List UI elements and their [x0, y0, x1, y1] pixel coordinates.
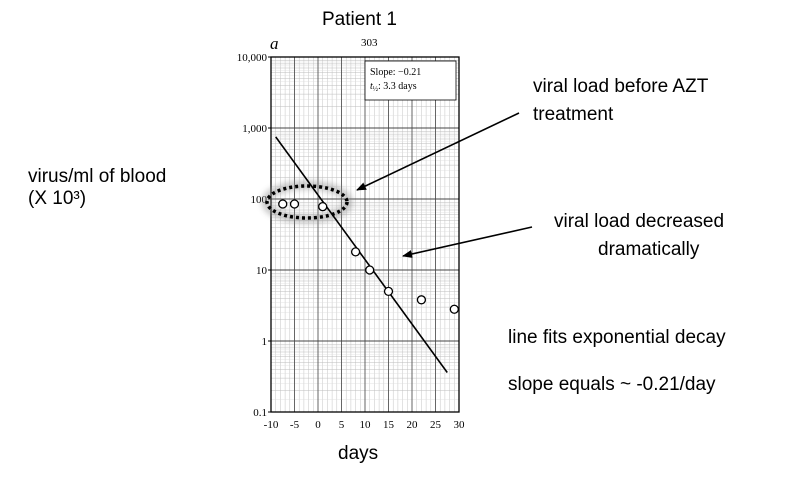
x-tick-label: 5: [339, 419, 345, 431]
x-axis-label: days: [338, 443, 379, 464]
data-point: [365, 265, 375, 275]
x-tick-labels: -10 -5 0 5 10 15 20 25 30: [264, 419, 465, 431]
data-points: [278, 199, 459, 314]
y-tick-label: 1,000: [242, 123, 267, 135]
annotation-decrease-line-2: dramatically: [598, 239, 700, 260]
x-tick-label: 20: [407, 419, 419, 431]
slope-box: Slope: −0.21 t½: 3.3 days: [364, 60, 457, 101]
arrow-decrease: [402, 226, 533, 258]
x-tick-label: -10: [264, 419, 279, 431]
x-tick-label: 25: [430, 419, 442, 431]
data-point: [350, 247, 361, 257]
y-axis-label-line-1: virus/ml of blood: [28, 166, 167, 187]
y-tick-label: 1: [262, 336, 268, 348]
y-tick-label: 10: [256, 265, 268, 277]
highlight-ellipse: [265, 184, 349, 220]
annotation-exponential-fit: line fits exponential decay: [508, 327, 726, 348]
panel-number: 303: [361, 37, 378, 49]
data-point: [318, 202, 328, 212]
data-point: [416, 295, 427, 305]
chart-title: Patient 1: [322, 9, 397, 30]
x-tick-label: 30: [454, 419, 466, 431]
y-tick-label: 10,000: [237, 52, 268, 64]
half-life-subscript: ½: [373, 85, 378, 93]
arrow-before-azt: [356, 112, 520, 191]
annotation-before-azt-line-2: treatment: [533, 104, 614, 125]
annotation-slope-value: slope equals ~ -0.21/day: [508, 374, 716, 395]
half-life-symbol: t: [370, 81, 373, 92]
half-life-label: t½: 3.3 days: [370, 81, 417, 93]
x-tick-label: -5: [290, 419, 300, 431]
x-tick-label: 15: [383, 419, 395, 431]
annotation-decrease-line-1: viral load decreased: [554, 211, 725, 232]
data-point: [383, 286, 394, 297]
data-point: [449, 304, 459, 314]
y-tick-label: 0.1: [253, 407, 267, 419]
half-life-value: : 3.3 days: [378, 81, 417, 92]
x-tick-label: 0: [315, 419, 321, 431]
plot-frame: [270, 56, 460, 413]
y-axis-label-line-2: (X 10³): [28, 188, 87, 209]
annotation-before-azt-line-1: viral load before AZT: [533, 76, 709, 97]
x-tick-label: 10: [360, 419, 372, 431]
fit-line: [275, 136, 448, 373]
data-point: [278, 199, 288, 209]
data-point: [289, 199, 300, 209]
slope-label: Slope: −0.21: [370, 67, 421, 78]
panel-label: a: [270, 34, 279, 53]
